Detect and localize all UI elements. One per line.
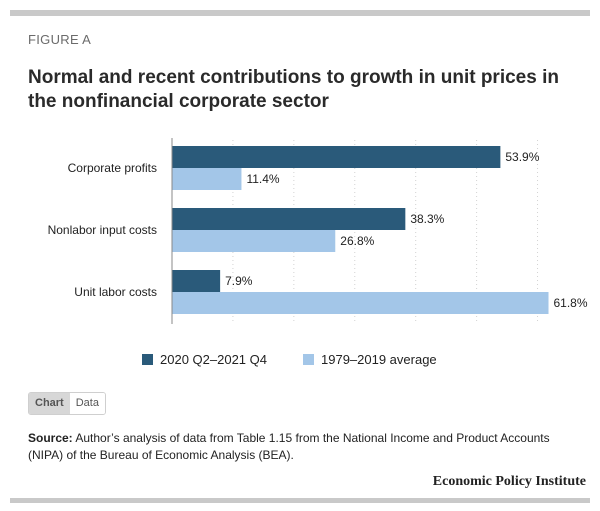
legend-item-series2: 1979–2019 average — [303, 352, 437, 367]
chart-toggle-button[interactable]: Chart — [29, 393, 70, 414]
category-label: Nonlabor input costs — [48, 223, 157, 237]
bar-series1 — [172, 270, 221, 292]
organization-credit: Economic Policy Institute — [432, 474, 586, 489]
category-label: Corporate profits — [68, 161, 157, 175]
data-label: 53.9% — [505, 150, 539, 164]
bar-chart-svg: Corporate profits 53.9% 11.4% Nonlabor inpu… — [48, 138, 588, 324]
legend-swatch-series1 — [142, 354, 153, 365]
figure-label: FIGURE A — [28, 32, 92, 47]
legend-swatch-series2 — [303, 354, 314, 365]
bar-series2 — [172, 230, 336, 252]
bar-series2 — [172, 168, 242, 190]
data-label: 61.8% — [554, 296, 588, 310]
data-label: 26.8% — [340, 234, 374, 248]
chart-area: Corporate profits 53.9% 11.4% Nonlabor inpu… — [0, 130, 600, 330]
bottom-rule — [10, 498, 590, 503]
source-text: Author’s analysis of data from Table 1.1… — [28, 431, 550, 462]
legend-item-series1: 2020 Q2–2021 Q4 — [142, 352, 267, 367]
data-toggle-button[interactable]: Data — [69, 393, 105, 414]
category-label: Unit labor costs — [74, 285, 157, 299]
legend-label-series1: 2020 Q2–2021 Q4 — [160, 352, 267, 367]
chart-data-toggle: Chart Data — [28, 392, 106, 415]
source-label: Source: — [28, 431, 73, 445]
top-rule — [10, 10, 590, 16]
legend-label-series2: 1979–2019 average — [321, 352, 437, 367]
source-note: Source: Author’s analysis of data from T… — [28, 430, 573, 464]
bar-series2 — [172, 292, 549, 314]
data-label: 7.9% — [225, 274, 253, 288]
chart-title: Normal and recent contributions to growt… — [28, 67, 559, 112]
data-label: 11.4% — [246, 172, 279, 186]
bar-series1 — [172, 146, 501, 168]
bar-series1 — [172, 208, 406, 230]
legend: 2020 Q2–2021 Q4 1979–2019 average — [0, 352, 600, 372]
data-label: 38.3% — [410, 212, 444, 226]
